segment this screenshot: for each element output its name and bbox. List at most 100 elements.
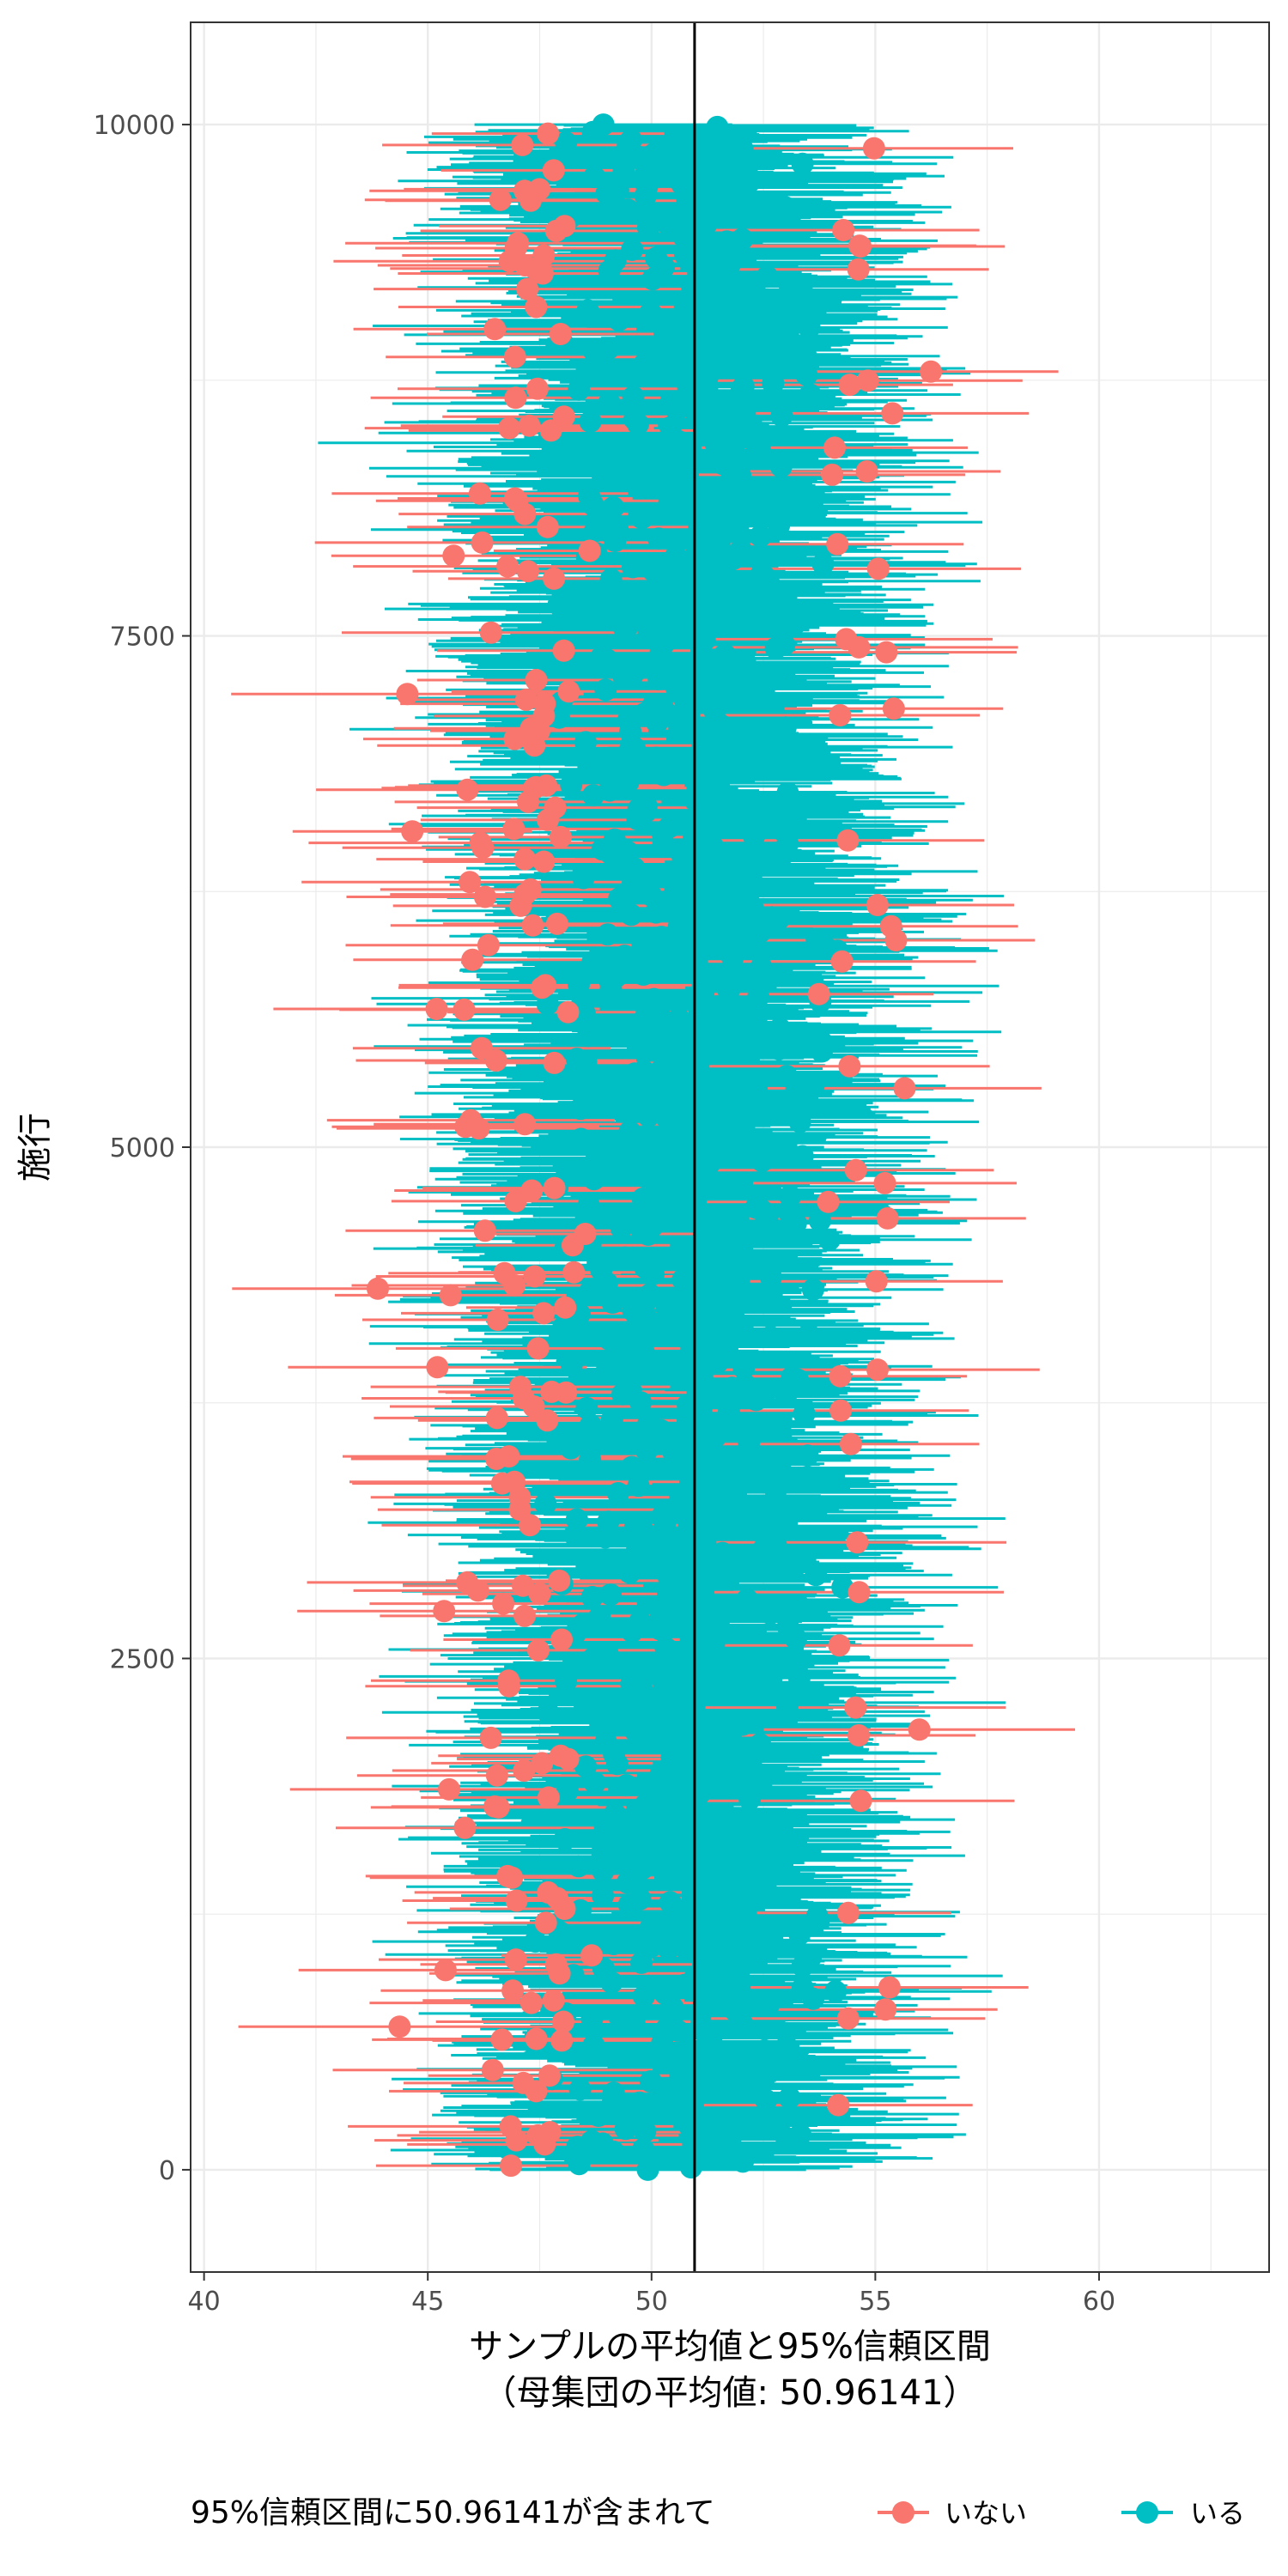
ci-point-inside [796,1444,819,1467]
ci-point-inside [756,1994,780,2017]
ci-point-outside [453,1816,477,1839]
ci-point-inside [653,1558,676,1582]
ci-point-inside [687,536,710,559]
ci-point-inside [645,746,667,769]
ci-point-inside [734,1069,757,1092]
ci-point-outside [483,318,507,341]
ci-point-inside [607,2004,630,2027]
ci-point-inside [717,1664,739,1687]
ci-point-inside [660,1746,683,1769]
ci-point-outside [848,1724,870,1747]
ci-point-inside [680,1652,703,1675]
ci-point-inside [627,1474,650,1498]
ci-point-inside [611,1549,634,1572]
ci-point-inside [618,1120,641,1143]
ci-point-inside [735,422,758,446]
ci-point-inside [569,1127,592,1151]
ci-point-inside [574,731,597,754]
ci-point-inside [638,1283,661,1306]
ci-point-inside [604,1698,627,1722]
ci-point-inside [646,140,669,163]
ci-point-outside [496,1864,519,1887]
ci-point-outside [471,531,494,554]
ci-point-inside [744,348,767,371]
ci-point-outside [542,1989,565,2012]
ci-point-outside [848,234,872,258]
ci-point-inside [637,623,660,646]
ci-point-inside [689,751,711,775]
ci-point-inside [581,951,605,974]
ci-point-inside [584,148,607,171]
ci-point-outside [502,817,526,841]
ci-point-outside [553,215,576,238]
ci-point-inside [631,1188,654,1210]
ci-point-inside [693,629,716,652]
ci-point-inside [733,1373,756,1396]
ci-point-outside [504,386,527,410]
ci-point-outside [499,2115,522,2138]
ci-point-inside [620,129,642,152]
ci-point-outside [473,1219,496,1242]
ci-point-inside [749,1733,772,1756]
ci-point-outside [516,560,539,583]
ci-point-inside [708,1225,732,1249]
ci-point-inside [555,1670,578,1693]
ci-point-inside [662,811,685,834]
ci-point-inside [556,1779,579,1802]
ci-point-inside [582,2034,605,2057]
ci-point-inside [706,115,729,138]
ci-point-inside [744,673,767,696]
ci-point-inside [625,1339,648,1362]
ci-point-inside [615,1774,638,1797]
ci-point-inside [705,787,728,810]
ci-point-outside [874,1998,897,2021]
ci-point-inside [598,392,621,414]
ci-point-inside [783,605,806,628]
ci-point-inside [679,1528,702,1552]
ci-point-inside [596,1642,619,1665]
ci-point-inside [567,1855,590,1878]
ci-point-inside [594,1730,617,1753]
ci-point-inside [606,179,629,202]
ci-point-inside [711,420,734,443]
ci-point-outside [848,1581,871,1604]
ci-point-outside [503,487,526,510]
ci-point-inside [667,915,690,939]
ci-point-inside [578,1280,601,1303]
ci-point-outside [580,1944,603,1967]
ci-point-inside [568,1097,592,1121]
ci-point-inside [766,1599,789,1622]
ci-point-outside [548,1569,571,1592]
ci-point-inside [697,658,720,681]
ci-point-outside [534,974,557,997]
ci-point-outside [537,1786,560,1809]
ci-point-outside [456,1571,479,1594]
y-tick-label: 10000 [94,111,175,141]
ci-point-outside [525,295,548,319]
ci-point-inside [794,344,817,368]
ci-point-inside [621,238,644,261]
ci-point-outside [518,414,541,437]
ci-point-inside [699,1625,721,1648]
ci-point-inside [636,216,659,240]
ci-point-inside [592,113,615,137]
ci-point-inside [534,1492,557,1516]
ci-point-inside [635,350,658,374]
ci-point-outside [839,1432,862,1455]
ci-point-outside [838,374,861,397]
x-tick-label: 45 [411,2287,444,2317]
ci-point-outside [503,345,526,368]
ci-point-outside [388,2015,411,2038]
ci-point-inside [673,243,696,266]
legend-label-iru: いる [1190,2497,1245,2530]
legend-key-point-iru [1136,2501,1158,2524]
ci-point-outside [881,402,904,425]
ci-point-inside [769,1017,792,1040]
ci-point-outside [829,704,852,726]
ci-point-inside [578,447,601,471]
ci-point-inside [731,1713,754,1736]
ci-point-inside [643,1135,665,1157]
ci-point-inside [714,1090,736,1113]
ci-point-inside [774,716,797,739]
